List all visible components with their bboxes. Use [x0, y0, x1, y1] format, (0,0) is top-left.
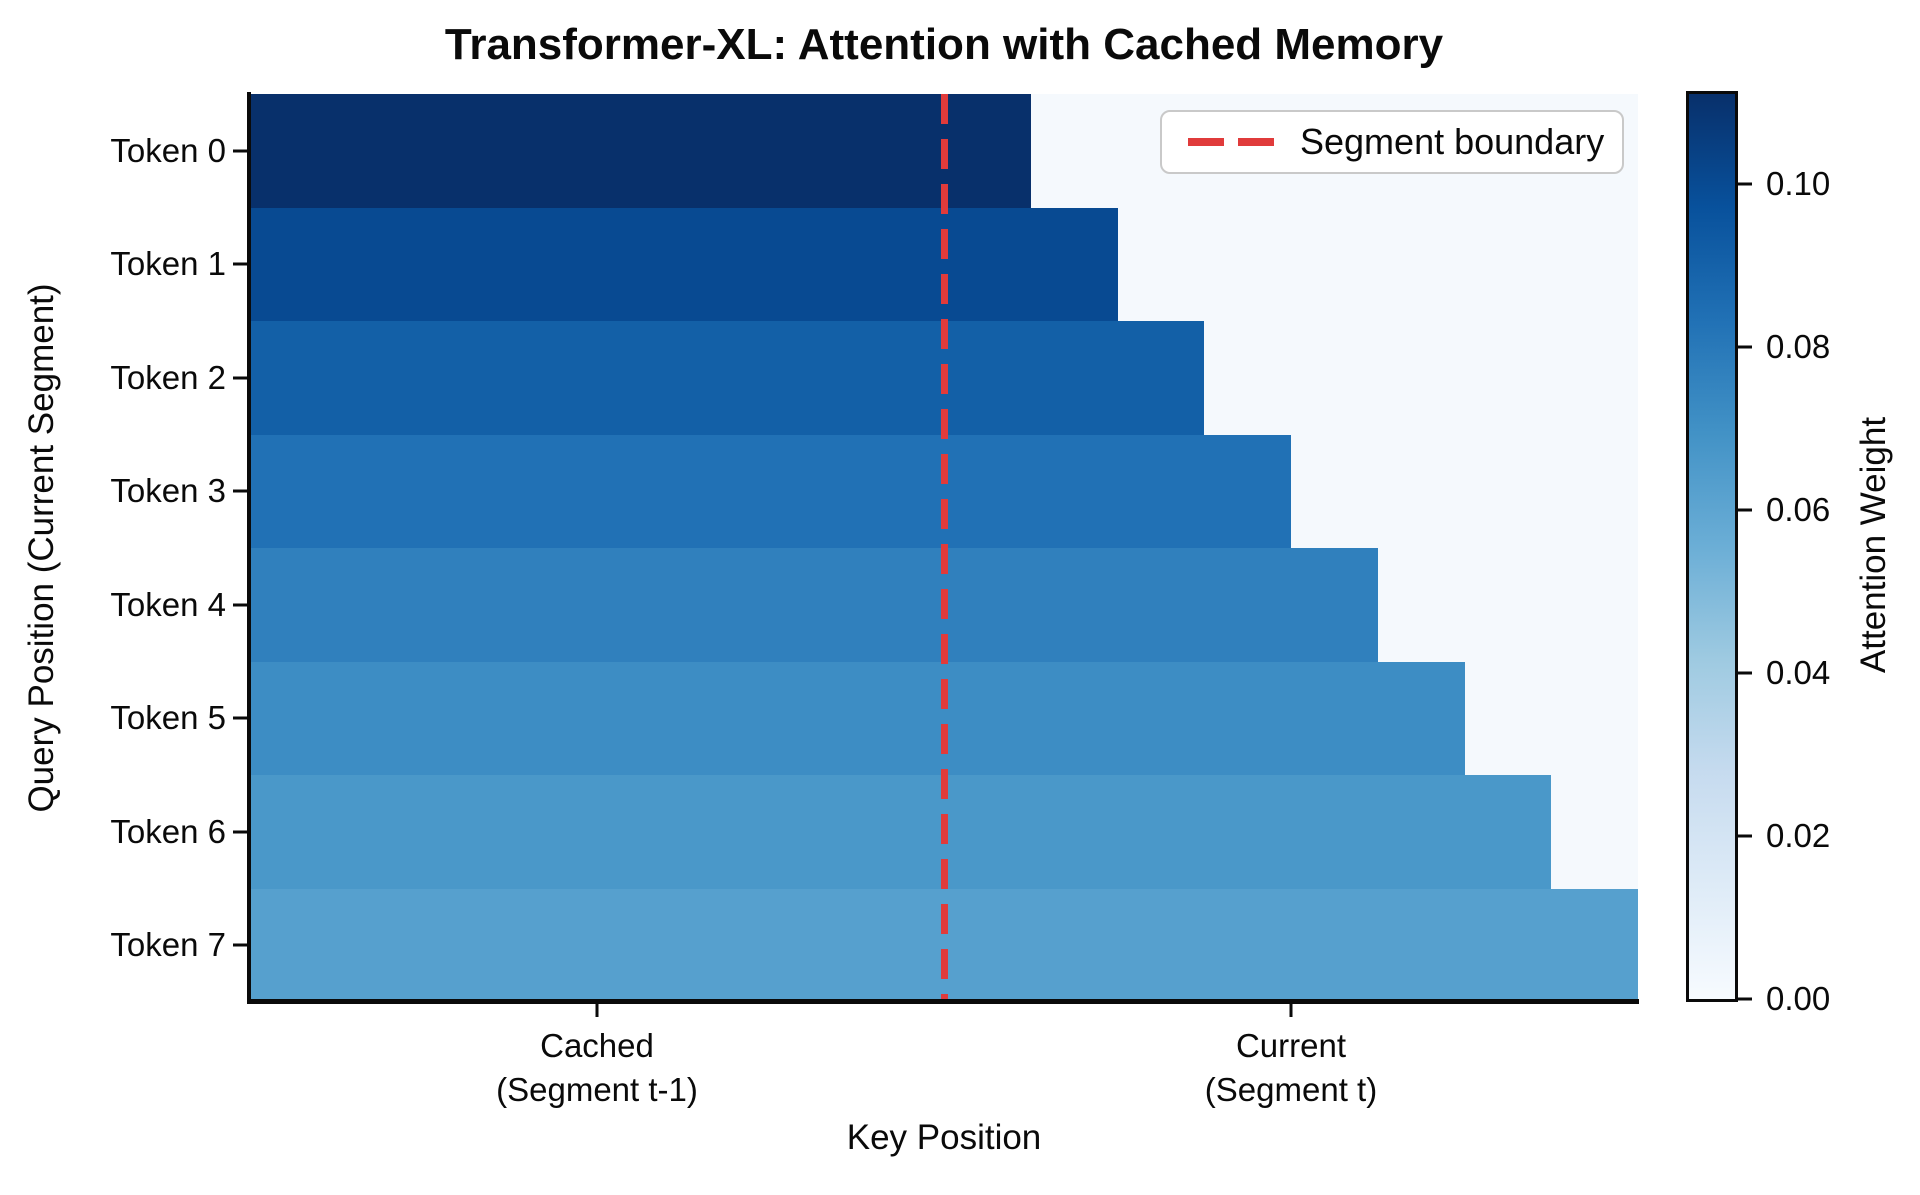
- plot-area: [250, 94, 1638, 1002]
- y-axis-spine: [247, 92, 251, 1003]
- segment-boundary-line: [940, 94, 948, 1002]
- colorbar-tick-label: 0.04: [1766, 654, 1831, 692]
- colorbar-tick-label: 0.06: [1766, 491, 1831, 529]
- heatmap-row: [250, 661, 1465, 775]
- colorbar-tick-mark: [1738, 345, 1752, 349]
- legend-dashed-line-icon: [1188, 138, 1274, 146]
- chart-title: Transformer-XL: Attention with Cached Me…: [444, 20, 1444, 69]
- y-tick-mark: [233, 376, 248, 380]
- y-tick-labels: Token 0 Token 1 Token 2 Token 3 Token 4 Token…: [0, 94, 226, 1002]
- legend: Segment boundary: [1160, 110, 1624, 174]
- heatmap-row: [250, 94, 1031, 208]
- colorbar-tick-mark: [1738, 834, 1752, 838]
- y-tick-label: Token 2: [110, 358, 226, 396]
- colorbar-label: Attention Weight: [1854, 416, 1893, 674]
- y-tick-mark: [233, 262, 248, 266]
- y-tick-mark: [233, 603, 248, 607]
- y-tick-label: Token 1: [110, 245, 226, 283]
- heatmap-row: [250, 434, 1291, 548]
- y-tick-label: Token 6: [110, 812, 226, 850]
- x-tick-mark: [595, 1004, 599, 1017]
- colorbar-tick-label: 0.08: [1766, 328, 1831, 366]
- colorbar-tick-mark: [1738, 671, 1752, 675]
- colorbar-ticks: 0.00 0.02 0.04 0.06 0.08 0.10: [1738, 94, 1920, 1017]
- y-tick-mark: [233, 943, 248, 947]
- y-tick-mark: [233, 149, 248, 153]
- colorbar: [1686, 91, 1738, 1002]
- y-tick-mark: [233, 830, 248, 834]
- x-axis-label: Key Position: [846, 1118, 1042, 1157]
- y-tick-label: Token 0: [110, 131, 226, 169]
- legend-label: Segment boundary: [1300, 121, 1605, 162]
- y-axis-label: Query Position (Current Segment): [22, 283, 61, 813]
- y-tick-label: Token 7: [110, 926, 226, 964]
- heatmap-row: [250, 548, 1378, 662]
- x-tick-label: Current (Segment t): [1204, 1027, 1378, 1108]
- heatmap-row: [250, 321, 1205, 435]
- colorbar-tick-label: 0.02: [1766, 817, 1831, 855]
- y-tick-mark: [233, 716, 248, 720]
- x-tick-area: Cached (Segment t-1) Current (Segment t): [250, 1004, 1638, 1134]
- x-tick-label: Cached (Segment t-1): [496, 1027, 698, 1108]
- x-axis-spine: [247, 999, 1639, 1004]
- colorbar-gradient: [1689, 94, 1735, 999]
- y-tick-label: Token 4: [110, 585, 226, 623]
- y-tick-label: Token 3: [110, 472, 226, 510]
- y-tick-label: Token 5: [110, 699, 226, 737]
- colorbar-tick-mark: [1738, 997, 1752, 1001]
- colorbar-tick-label: 0.10: [1766, 165, 1831, 203]
- colorbar-tick-mark: [1738, 508, 1752, 512]
- x-tick-mark: [1289, 1004, 1293, 1017]
- colorbar-tick-label: 0.00: [1766, 980, 1831, 1017]
- colorbar-tick-mark: [1738, 182, 1752, 186]
- y-tick-mark: [233, 489, 248, 493]
- y-tick-marks: [233, 94, 248, 1002]
- heatmap-row: [250, 775, 1552, 889]
- heatmap-row: [250, 207, 1118, 321]
